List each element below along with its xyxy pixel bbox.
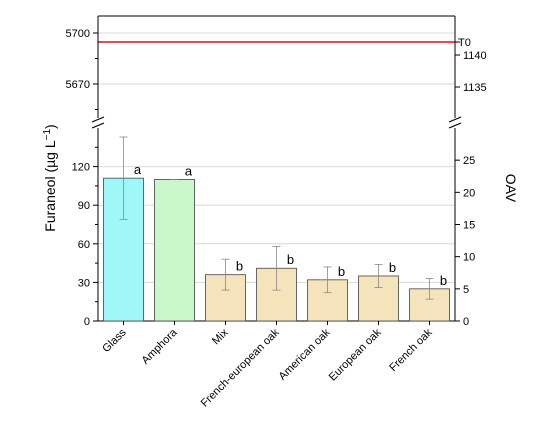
upper-left-tick-label: 5670 xyxy=(66,79,90,91)
axis-break-mark xyxy=(448,122,462,129)
reference-line-label: T0 xyxy=(458,37,471,49)
lower-left-tick-label: 120 xyxy=(72,162,90,174)
category-label: Glass xyxy=(100,326,129,355)
bar xyxy=(154,179,195,322)
upper-left-tick-label: 5700 xyxy=(66,28,90,40)
lower-right-tick-label: 15 xyxy=(463,220,475,232)
lower-left-tick-label: 60 xyxy=(78,239,90,251)
lower-right-tick-label: 25 xyxy=(463,155,475,167)
lower-left-tick-label: 0 xyxy=(84,316,90,328)
lower-right-tick-label: 0 xyxy=(463,316,469,328)
significance-letter: b xyxy=(389,260,396,275)
lower-left-tick-label: 90 xyxy=(78,200,90,212)
significance-letter: b xyxy=(287,252,294,267)
lower-right-tick-label: 10 xyxy=(463,252,475,264)
y2-axis-label: OAV xyxy=(503,174,519,203)
significance-letter: b xyxy=(236,259,243,274)
significance-letter: b xyxy=(338,264,345,279)
category-label: French oak xyxy=(387,326,435,374)
significance-letter: b xyxy=(440,273,447,288)
significance-letter: a xyxy=(134,162,142,177)
axis-break-mark xyxy=(91,122,105,129)
axis-break-mark xyxy=(91,116,105,123)
bars: a a b b b b b xyxy=(103,136,450,322)
category-label: Mix xyxy=(210,326,231,347)
y-axis-label: Furaneol (µg L−1) xyxy=(42,124,58,231)
category-label: European oak xyxy=(327,326,384,383)
upper-right-tick-label: 1135 xyxy=(463,82,487,94)
upper-right-tick-label: 1140 xyxy=(463,50,487,62)
significance-letter: a xyxy=(185,163,193,178)
category-label: American oak xyxy=(277,326,333,382)
lower-right-tick-label: 5 xyxy=(463,284,469,296)
lower-left-tick-label: 30 xyxy=(78,277,90,289)
lower-right-tick-label: 20 xyxy=(463,187,475,199)
category-label: Amphora xyxy=(140,326,181,367)
axis-break-mark xyxy=(448,116,462,123)
